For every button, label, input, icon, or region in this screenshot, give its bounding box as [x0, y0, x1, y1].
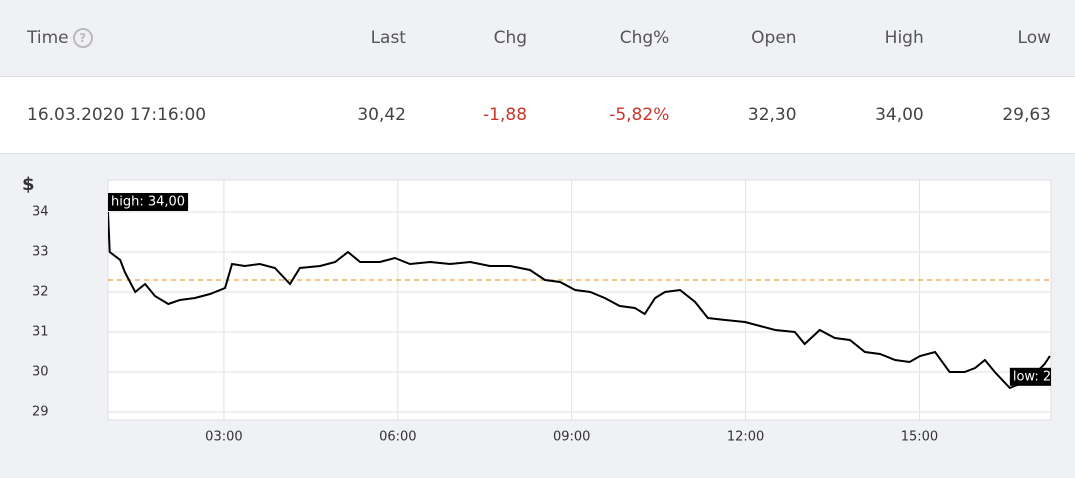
- x-tick-label: 06:00: [379, 430, 416, 445]
- annotation-label: low: 2: [1013, 369, 1051, 384]
- plot-area: [107, 179, 1052, 421]
- y-tick-label: 33: [32, 245, 49, 260]
- y-tick-label: 34: [32, 205, 49, 220]
- cell: 16.03.2020 17:16:00: [0, 76, 303, 154]
- price-line: [108, 211, 1051, 390]
- x-tick-label: 15:00: [901, 430, 938, 445]
- y-tick-label: 31: [32, 325, 49, 340]
- y-tick-label: 30: [32, 365, 49, 380]
- cell: -5,82%: [551, 76, 694, 154]
- cell: 34,00: [820, 76, 948, 154]
- header-cell: Low: [947, 0, 1075, 77]
- y-axis-label: $: [22, 174, 35, 195]
- header-row: Time? Last Chg Chg% Open High Low: [0, 0, 1075, 77]
- cell: 29,63: [947, 76, 1075, 154]
- y-tick-label: 32: [32, 285, 49, 300]
- x-tick-label: 03:00: [205, 430, 242, 445]
- help-icon[interactable]: ?: [72, 28, 93, 48]
- cell: 32,30: [693, 76, 821, 154]
- header-text: Time: [27, 28, 69, 48]
- annotation-box: [1009, 367, 1051, 386]
- annotation-box: [108, 193, 189, 211]
- cell: -1,88: [429, 76, 552, 154]
- x-tick-label: 09:00: [553, 430, 590, 445]
- data-row: 16.03.2020 17:16:00 30,42 -1,88 -5,82% 3…: [0, 76, 1075, 154]
- header-cell: Time?: [0, 0, 303, 77]
- y-tick-label: 29: [32, 405, 49, 420]
- chart: $ 29 30 31 32 33 34 03:00 06:00 09:00 12:00 15:00 h…: [22, 174, 1052, 445]
- annotation-label: high: 34,00: [111, 195, 185, 210]
- quote-table: Time? Last Chg Chg% Open High Low 16.03.…: [0, 0, 1075, 154]
- x-tick-label: 12:00: [727, 430, 764, 445]
- cell: 30,42: [302, 76, 430, 154]
- header-cell: Chg: [429, 0, 552, 77]
- header-cell: Chg%: [551, 0, 694, 77]
- plot-clip: high: 34,00 low: 2: [108, 193, 1051, 390]
- header-cell: Open: [693, 0, 821, 77]
- header-cell: High: [820, 0, 948, 77]
- header-cell: Last: [302, 0, 430, 77]
